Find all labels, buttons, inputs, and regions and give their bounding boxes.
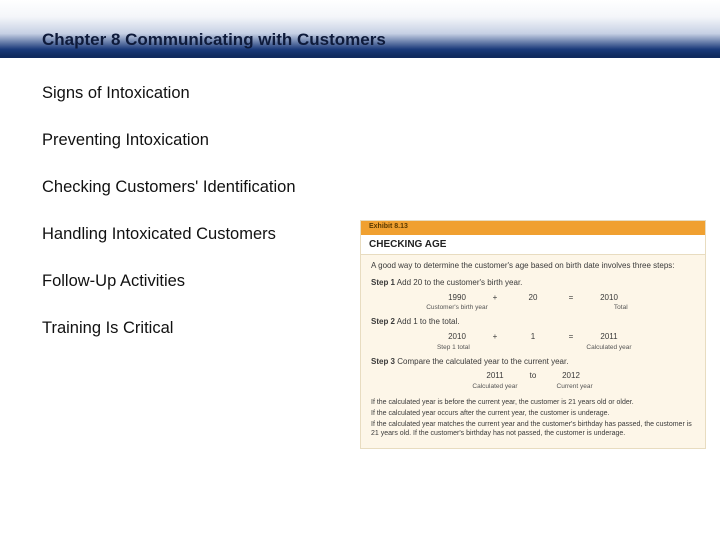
eq-op: = [566,332,576,343]
eq-op: = [566,293,576,304]
step-label: Step 2 [371,317,395,326]
exhibit-notes: If the calculated year is before the cur… [371,398,695,438]
eq-label: Customer's birth year [426,304,488,313]
equation-labels: Step 1 total Calculated year [371,344,695,353]
exhibit-title: CHECKING AGE [361,235,705,255]
equation-row: 1990 + 20 = 2010 [371,293,695,304]
exhibit-box: Exhibit 8.13 CHECKING AGE A good way to … [360,220,706,449]
eq-val: 2010 [590,293,628,304]
eq-label: Step 1 total [434,344,472,353]
eq-val: 2012 [552,371,590,382]
eq-label: Calculated year [586,344,631,353]
header-bar: Chapter 8 Communicating with Customers [0,0,720,56]
eq-val: 1 [514,332,552,343]
note-line: If the calculated year is before the cur… [371,398,695,407]
step-text: Add 1 to the total. [397,317,460,326]
eq-label: Total [602,304,640,313]
equation-row: 2010 + 1 = 2011 [371,332,695,343]
eq-val: 20 [514,293,552,304]
exhibit-body: A good way to determine the customer's a… [361,255,705,448]
topic-item: Preventing Intoxication [42,131,720,150]
note-line: If the calculated year occurs after the … [371,409,695,418]
equation-labels: Customer's birth year Total [371,304,695,313]
step-2: Step 2 Add 1 to the total. 2010 + 1 = 20… [371,317,695,352]
eq-val: 2010 [438,332,476,343]
step-text: Add 20 to the customer's birth year. [397,278,523,287]
eq-label: Calculated year [472,383,517,392]
step-1: Step 1 Add 20 to the customer's birth ye… [371,278,695,313]
exhibit-intro: A good way to determine the customer's a… [371,261,695,272]
eq-val: 2011 [590,332,628,343]
topic-item: Checking Customers' Identification [42,178,720,197]
eq-op: + [490,332,500,343]
equation-row: 2011 to 2012 [371,371,695,382]
step-3: Step 3 Compare the calculated year to th… [371,357,695,392]
note-line: If the calculated year matches the curre… [371,420,695,438]
header-underline [0,56,720,58]
step-text: Compare the calculated year to the curre… [397,357,568,366]
eq-val: 2011 [476,371,514,382]
step-label: Step 3 [371,357,395,366]
equation-labels: Calculated year Current year [371,383,695,392]
topic-item: Signs of Intoxication [42,84,720,103]
eq-label: Current year [556,383,594,392]
step-label: Step 1 [371,278,395,287]
eq-op: + [490,293,500,304]
eq-op: to [528,371,538,382]
eq-val: 1990 [438,293,476,304]
exhibit-label: Exhibit 8.13 [361,221,705,235]
chapter-title: Chapter 8 Communicating with Customers [42,30,386,50]
